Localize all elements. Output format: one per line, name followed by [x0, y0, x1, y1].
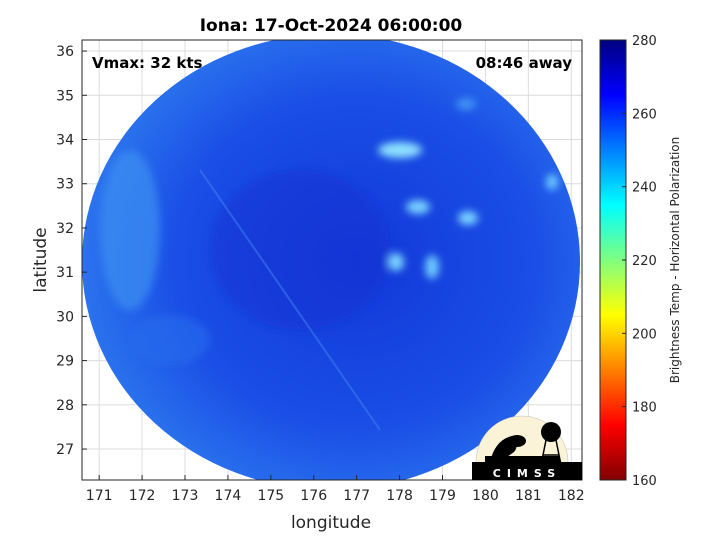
y-tick-label: 36: [56, 44, 74, 60]
y-tick-label: 35: [56, 88, 74, 104]
y-tick-label: 27: [56, 442, 74, 458]
x-tick-label: 181: [515, 488, 542, 504]
x-tick-label: 174: [215, 488, 242, 504]
axes-box: [81, 39, 583, 481]
x-axis-label: longitude: [291, 513, 371, 533]
x-tick-label: 172: [129, 488, 156, 504]
cimss-logo: CIMSS: [472, 415, 582, 480]
vmax-label: Vmax: 32 kts: [92, 54, 202, 72]
y-tick-label: 34: [56, 132, 74, 148]
x-tick-label: 177: [343, 488, 370, 504]
colorbar-tick-label: 260: [632, 107, 657, 122]
x-tick-label: 173: [172, 488, 199, 504]
brightness-swath: [82, 40, 580, 480]
chart-title: Iona: 17-Oct-2024 06:00:00: [200, 16, 463, 36]
colorbar-tick-label: 160: [632, 474, 657, 489]
x-tick-label: 180: [472, 488, 499, 504]
colorbar-tick-label: 200: [632, 327, 657, 342]
y-tick-label: 28: [56, 398, 74, 414]
x-tick-label: 171: [86, 488, 113, 504]
y-tick-label: 33: [56, 177, 74, 193]
colorbar-label: Brightness Temp - Horizontal Polarizatio…: [668, 137, 682, 384]
x-axis: 171 172 173 174 175 176 177 178 179 180 181 182: [86, 475, 585, 504]
logo-text: CIMSS: [493, 467, 561, 480]
y-axis: 27 28 29 30 31 32 33 34 35 36: [56, 44, 87, 458]
y-axis-label: latitude: [31, 227, 51, 292]
y-tick-label: 29: [56, 354, 74, 370]
y-tick-label: 31: [56, 265, 74, 281]
x-tick-label: 175: [257, 488, 284, 504]
colorbar-tick-label: 280: [632, 34, 657, 49]
y-tick-label: 30: [56, 309, 74, 325]
colorbar: [599, 39, 627, 481]
x-tick-label: 179: [429, 488, 456, 504]
x-tick-label: 182: [558, 488, 585, 504]
colorbar-ticks: 160 180 200 220 240 260 280: [622, 34, 657, 489]
x-tick-label: 178: [386, 488, 413, 504]
time-away-label: 08:46 away: [476, 54, 573, 72]
colorbar-tick-label: 240: [632, 181, 657, 196]
colorbar-tick-label: 220: [632, 254, 657, 269]
colorbar-tick-label: 180: [632, 401, 657, 416]
x-tick-label: 176: [300, 488, 327, 504]
y-tick-label: 32: [56, 221, 74, 237]
